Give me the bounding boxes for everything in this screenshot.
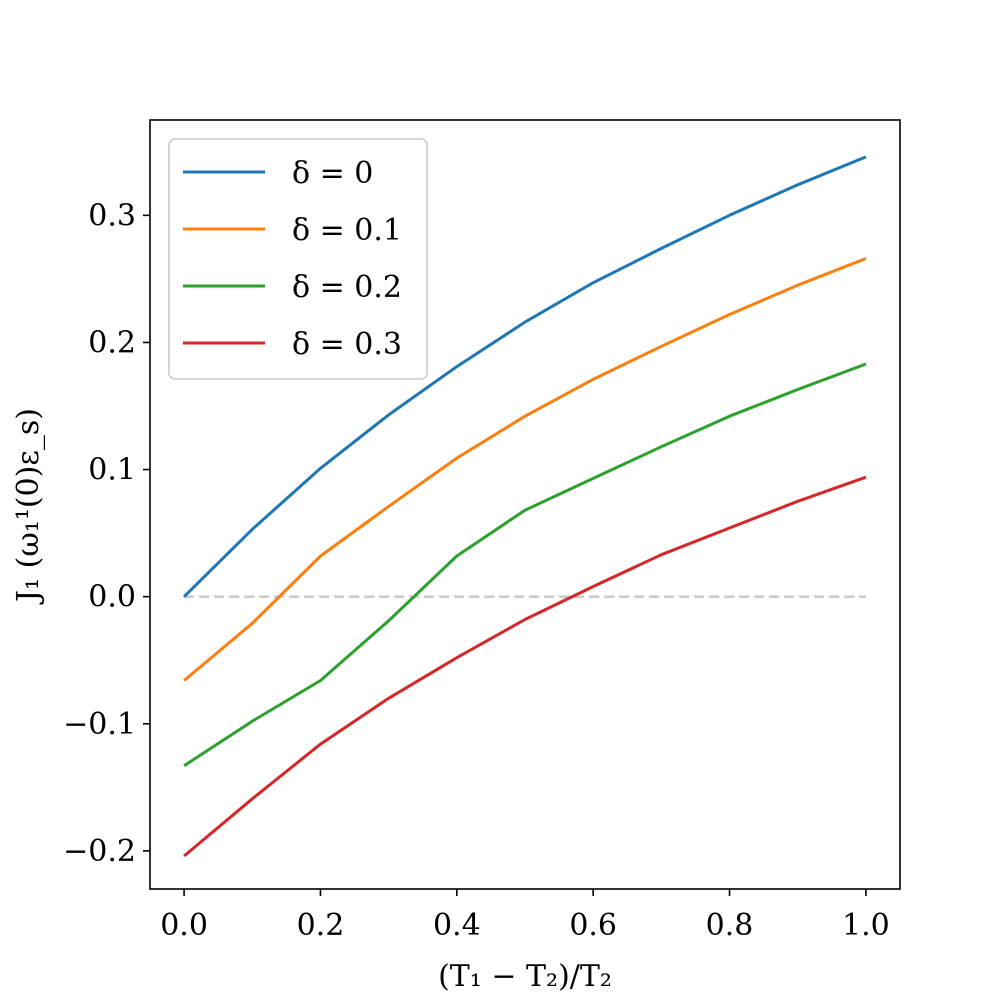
series-line-1 xyxy=(183,257,867,682)
series-line-0 xyxy=(183,155,867,598)
y-tick-label: −0.2 xyxy=(63,834,136,869)
y-tick-label: 0.1 xyxy=(88,453,136,488)
legend-label-0: δ = 0 xyxy=(292,156,373,191)
x-tick-label: 1.0 xyxy=(842,908,890,943)
legend-box xyxy=(168,138,428,380)
y-axis-label: J₁ (ω₁¹(0)ε_s) xyxy=(11,408,46,605)
x-tick-label: 0.8 xyxy=(706,908,754,943)
y-tick-label: −0.1 xyxy=(63,707,136,742)
x-tick-label: 0.6 xyxy=(569,908,617,943)
series-line-2 xyxy=(183,362,867,767)
x-tick-label: 0.2 xyxy=(297,908,345,943)
legend-label-3: δ = 0.3 xyxy=(292,327,402,362)
y-tick-label: 0.2 xyxy=(88,325,136,360)
x-axis-label: (T₁ − T₂)/T₂ xyxy=(438,959,612,994)
legend-label-1: δ = 0.1 xyxy=(292,213,402,248)
x-tick-label: 0.4 xyxy=(433,908,481,943)
x-tick-label: 0.0 xyxy=(160,908,208,943)
legend: δ = 0 δ = 0.1 δ = 0.2 δ = 0.3 xyxy=(168,138,428,380)
series-line-3 xyxy=(183,475,867,858)
plot-frame xyxy=(149,119,901,890)
y-tick-label: 0.3 xyxy=(88,198,136,233)
y-tick-label: 0.0 xyxy=(88,580,136,615)
legend-label-2: δ = 0.2 xyxy=(292,270,402,305)
